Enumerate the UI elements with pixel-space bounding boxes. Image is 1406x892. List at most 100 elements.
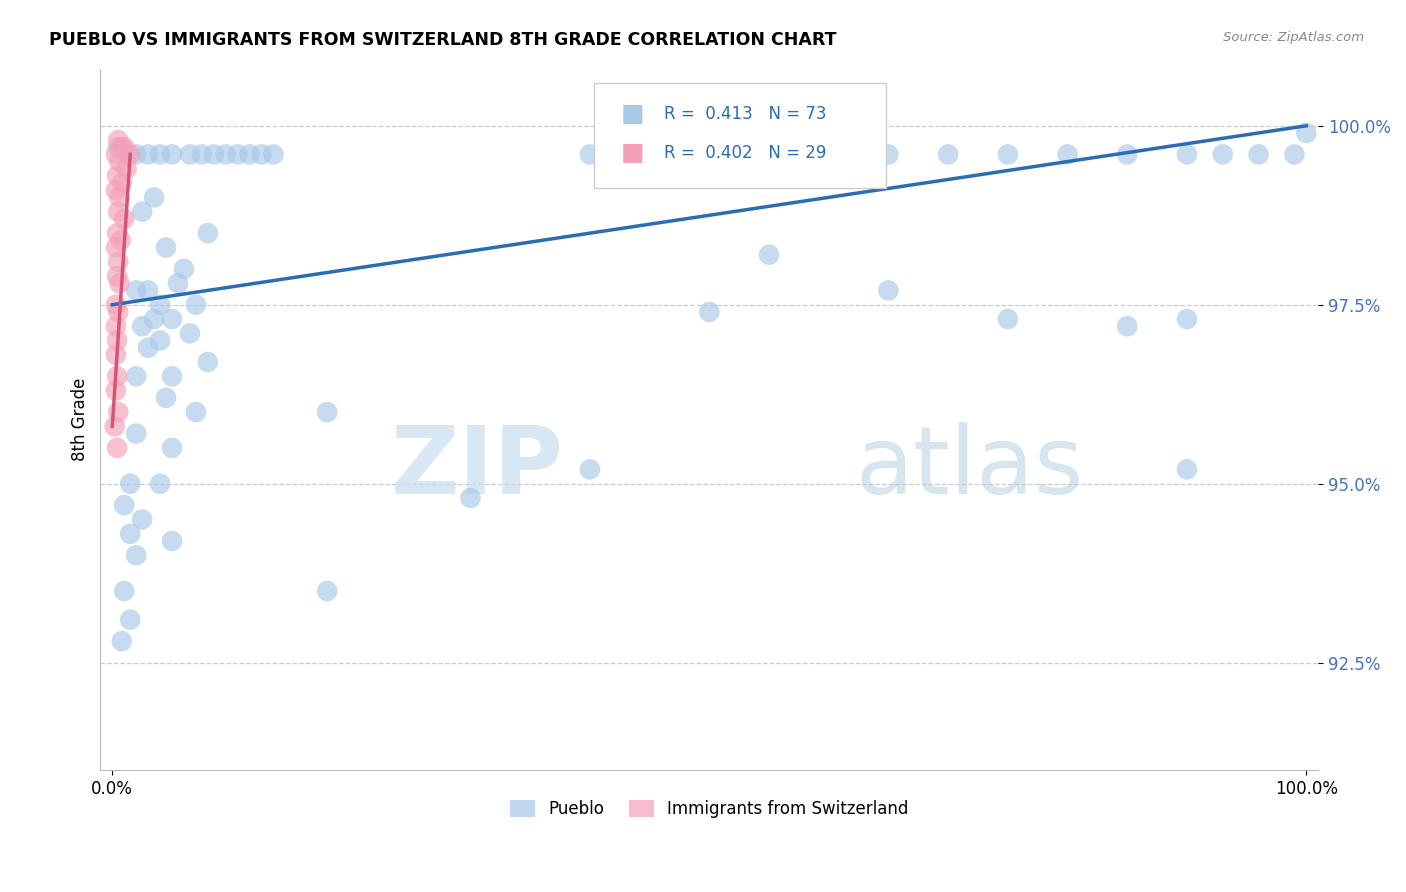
Point xyxy=(638,147,661,161)
Legend: Pueblo, Immigrants from Switzerland: Pueblo, Immigrants from Switzerland xyxy=(503,793,915,825)
Point xyxy=(104,348,127,362)
Point xyxy=(107,204,129,219)
Point xyxy=(160,533,183,548)
Point xyxy=(263,147,285,161)
Point xyxy=(107,254,129,268)
Point xyxy=(104,319,127,334)
Point xyxy=(125,147,148,161)
Y-axis label: 8th Grade: 8th Grade xyxy=(72,377,89,461)
Point xyxy=(758,247,780,261)
Point xyxy=(105,441,128,455)
Point xyxy=(136,147,159,161)
Point xyxy=(1175,462,1198,476)
Point xyxy=(105,334,128,348)
Point xyxy=(167,277,190,291)
Point xyxy=(1116,319,1139,334)
Point xyxy=(104,419,127,434)
Point xyxy=(149,298,172,312)
Point xyxy=(579,462,602,476)
Point xyxy=(125,548,148,562)
Point xyxy=(202,147,225,161)
Point xyxy=(111,634,134,648)
Text: atlas: atlas xyxy=(855,423,1084,515)
Point xyxy=(105,169,128,183)
Point xyxy=(108,190,131,204)
Point xyxy=(579,147,602,161)
Point xyxy=(125,426,148,441)
Point xyxy=(226,147,249,161)
Point xyxy=(104,183,127,197)
Text: R =  0.402   N = 29: R = 0.402 N = 29 xyxy=(664,144,827,161)
Point xyxy=(817,147,839,161)
Point xyxy=(197,226,219,240)
Point xyxy=(104,298,127,312)
Point xyxy=(149,147,172,161)
Point xyxy=(107,405,129,419)
Point xyxy=(1175,312,1198,326)
Point xyxy=(111,176,134,190)
Text: Source: ZipAtlas.com: Source: ZipAtlas.com xyxy=(1223,31,1364,45)
Point xyxy=(108,154,131,169)
Point xyxy=(239,147,262,161)
Point xyxy=(107,140,129,154)
Point xyxy=(160,147,183,161)
Point xyxy=(697,147,720,161)
Point xyxy=(104,240,127,254)
Point xyxy=(179,147,201,161)
Point xyxy=(125,284,148,298)
Point xyxy=(1247,147,1270,161)
Point xyxy=(110,233,132,247)
Point xyxy=(215,147,238,161)
Point xyxy=(112,211,135,226)
Text: ■: ■ xyxy=(620,102,644,126)
Point xyxy=(120,476,142,491)
Point xyxy=(112,498,135,512)
Point xyxy=(1212,147,1234,161)
Point xyxy=(1116,147,1139,161)
Point xyxy=(149,334,172,348)
Point xyxy=(316,584,339,599)
Point xyxy=(104,147,127,161)
Point xyxy=(112,140,135,154)
Point xyxy=(1295,126,1317,140)
Point xyxy=(184,298,207,312)
Point xyxy=(155,391,177,405)
Text: PUEBLO VS IMMIGRANTS FROM SWITZERLAND 8TH GRADE CORRELATION CHART: PUEBLO VS IMMIGRANTS FROM SWITZERLAND 8T… xyxy=(49,31,837,49)
Point xyxy=(460,491,482,505)
Point xyxy=(136,341,159,355)
Point xyxy=(184,405,207,419)
Point xyxy=(179,326,201,341)
Point xyxy=(120,613,142,627)
Point xyxy=(143,312,166,326)
Point xyxy=(250,147,273,161)
Point xyxy=(115,147,138,161)
Point xyxy=(877,284,900,298)
Point xyxy=(131,319,153,334)
Point xyxy=(120,526,142,541)
Point xyxy=(155,240,177,254)
Point xyxy=(191,147,214,161)
Point xyxy=(104,384,127,398)
Point xyxy=(316,405,339,419)
Point xyxy=(112,584,135,599)
Point xyxy=(108,277,131,291)
Point xyxy=(115,161,138,176)
Point xyxy=(160,441,183,455)
Point xyxy=(997,312,1019,326)
Point xyxy=(105,269,128,284)
Point xyxy=(173,262,195,277)
Point xyxy=(131,204,153,219)
Point xyxy=(160,369,183,384)
Point xyxy=(125,369,148,384)
Point xyxy=(105,369,128,384)
Point xyxy=(131,512,153,526)
Point xyxy=(143,190,166,204)
Point xyxy=(107,133,129,147)
Text: R =  0.413   N = 73: R = 0.413 N = 73 xyxy=(664,105,827,123)
Point xyxy=(160,312,183,326)
Point xyxy=(697,305,720,319)
FancyBboxPatch shape xyxy=(593,83,886,188)
Point xyxy=(105,226,128,240)
Point xyxy=(149,476,172,491)
Point xyxy=(997,147,1019,161)
